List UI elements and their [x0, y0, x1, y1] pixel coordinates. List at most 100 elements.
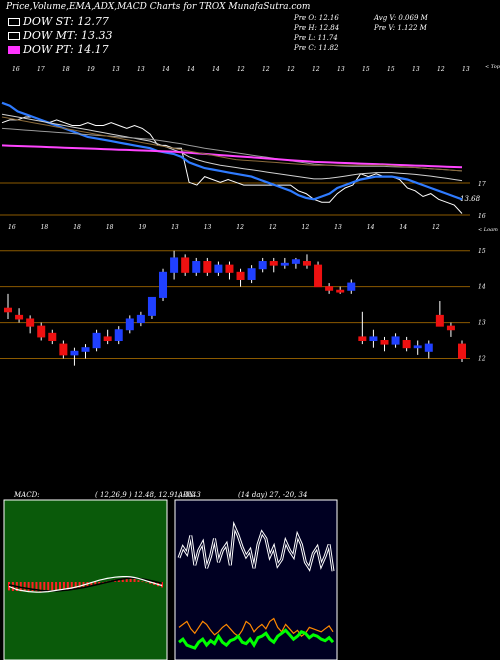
- candle-body: [413, 345, 422, 349]
- top-date-label: 13: [412, 66, 420, 73]
- plus-di-line: [178, 628, 335, 650]
- dow-pt-label: DOW PT: 14.17: [23, 43, 109, 56]
- adx-values: (14 day) 27, -20, 34: [238, 491, 307, 499]
- mid-date-label: 18: [106, 224, 114, 231]
- candle-body: [236, 271, 245, 280]
- ema-corner-label: < Topu: [485, 64, 500, 70]
- ema-current-price: 13.68: [460, 195, 481, 203]
- top-date-label: 16: [12, 66, 20, 73]
- top-date-label: 13: [337, 66, 345, 73]
- mid-date-label: 13: [334, 224, 342, 231]
- top-date-label: 17: [37, 66, 45, 73]
- ohlc-close: Pre C: 11.82: [294, 44, 339, 52]
- candle-body: [269, 261, 278, 266]
- macd-panel-bg: [3, 499, 168, 660]
- candle-body: [136, 314, 145, 324]
- mid-date-label: 16: [8, 224, 16, 231]
- candle-body: [424, 343, 433, 352]
- mid-date-label: 14: [367, 224, 375, 231]
- candle-body: [214, 264, 223, 273]
- candle-body: [103, 336, 112, 342]
- top-date-label: 14: [162, 66, 170, 73]
- candle-body: [291, 259, 300, 264]
- dow-pt-legend: DOW PT: 14.17: [8, 43, 109, 56]
- mid-date-label: 14: [399, 224, 407, 231]
- candle-body: [347, 282, 356, 291]
- candle-body: [435, 314, 444, 327]
- adx-panel-bg: [174, 499, 338, 660]
- candle-body: [15, 314, 24, 320]
- candle-body: [369, 336, 378, 342]
- ema-medium-line: [1, 113, 463, 182]
- candle-body: [37, 325, 46, 338]
- candle-body: [192, 261, 201, 273]
- mid-date-label: 19: [138, 224, 146, 231]
- candle-body: [380, 340, 389, 345]
- mid-date-label: 12: [269, 224, 277, 231]
- ema-long-line: [1, 127, 463, 172]
- candle-body: [26, 318, 35, 327]
- price-y-tick: 12: [478, 355, 486, 362]
- candle-body: [325, 286, 334, 291]
- price-y-tick: 13: [478, 320, 486, 327]
- candle-body: [446, 325, 455, 331]
- price-corner-label: < Loam: [478, 227, 498, 233]
- mid-date-label: 13: [204, 224, 212, 231]
- dow-st-legend: DOW ST: 12.77: [8, 15, 109, 28]
- adx-line-inner: [178, 524, 334, 572]
- macd-values: ( 12,26,9 ) 12.48, 12.91, -0.43: [95, 491, 201, 499]
- mid-date-label: 12: [302, 224, 310, 231]
- mid-date-label: 12: [236, 224, 244, 231]
- price-y-tick: 15: [478, 248, 486, 255]
- dow-mt-legend: DOW MT: 13.33: [8, 29, 113, 42]
- pre-volume: Pre V: 1.122 M: [374, 24, 427, 32]
- dow-pt-line: [1, 144, 463, 169]
- dow-mt-label: DOW MT: 13.33: [23, 29, 113, 42]
- avg-volume: Avg V: 0.069 M: [374, 14, 428, 22]
- ema-short-line: [1, 101, 463, 201]
- top-date-label: 12: [262, 66, 270, 73]
- candle-body: [402, 340, 411, 349]
- candle-body: [247, 268, 256, 280]
- top-date-label: 15: [362, 66, 370, 73]
- candle-body: [70, 350, 79, 356]
- top-date-label: 15: [387, 66, 395, 73]
- top-date-label: 12: [287, 66, 295, 73]
- candle-body: [458, 343, 466, 359]
- top-date-label: 14: [212, 66, 220, 73]
- candle-body: [302, 261, 311, 266]
- dow-st-label: DOW ST: 12.77: [23, 15, 109, 28]
- minus-di-line: [178, 617, 334, 638]
- ema-y-tick: 17: [478, 181, 486, 188]
- candle-body: [336, 289, 345, 293]
- ema-y-tick: 16: [478, 213, 486, 220]
- ohlc-low: Pre L: 11.74: [294, 34, 338, 42]
- price-y-tick: 14: [478, 284, 486, 291]
- candle-body: [225, 264, 234, 273]
- top-date-label: 14: [187, 66, 195, 73]
- candle-body: [59, 343, 68, 356]
- candle-body: [314, 264, 323, 288]
- candle-body: [258, 261, 267, 270]
- candle-body: [170, 257, 179, 273]
- candle-body: [147, 296, 156, 316]
- candle-body: [92, 332, 101, 349]
- top-date-label: 12: [312, 66, 320, 73]
- top-date-label: 13: [462, 66, 470, 73]
- mid-date-label: 12: [432, 224, 440, 231]
- top-date-label: 13: [112, 66, 120, 73]
- candle-body: [203, 261, 212, 273]
- candle-body: [81, 347, 90, 352]
- dow-pt-swatch: [8, 45, 20, 54]
- ema-brown-line: [1, 116, 463, 172]
- top-date-label: 12: [237, 66, 245, 73]
- candle-body: [4, 307, 12, 313]
- candle-body: [181, 257, 190, 273]
- mid-date-label: 18: [41, 224, 49, 231]
- dow-mt-swatch: [8, 31, 20, 40]
- ohlc-open: Pre O: 12.16: [294, 14, 339, 22]
- macd-line: [8, 575, 163, 593]
- candle-body: [48, 332, 57, 342]
- mid-date-label: 13: [171, 224, 179, 231]
